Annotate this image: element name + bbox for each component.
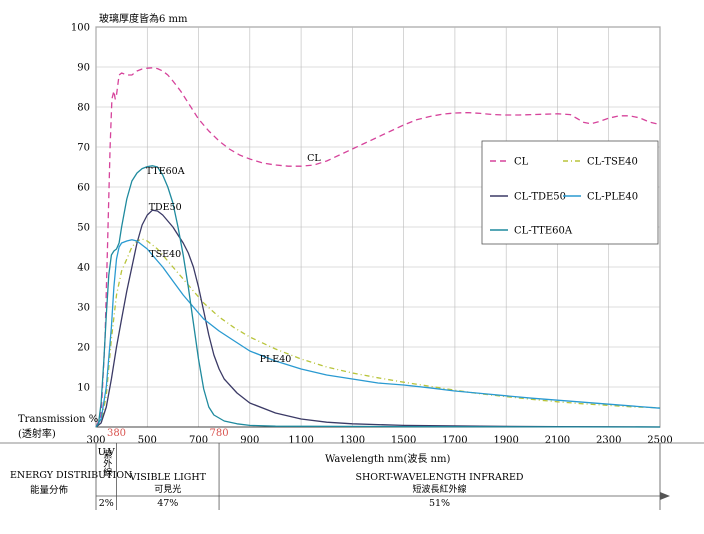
y-tick-label: 30 [77,303,90,314]
series-annotation: CL [307,153,321,164]
y-tick-label: 20 [77,343,90,354]
x-tick-label: 500 [138,435,157,446]
x-tick-label: 1700 [442,435,467,446]
x-tick-label: 1100 [288,435,313,446]
region-name: U.V [98,447,115,458]
series-annotation: PLE40 [260,354,292,365]
legend-label-cl-tte60a: CL-TTE60A [514,226,573,237]
series-line-cl-tte60a [95,165,661,428]
series-labels: CL TTE60A TDE50 TSE40 PLE40 [146,153,322,365]
y-tick-label: 10 [77,383,90,394]
region-percent: 2% [99,498,114,509]
y-tick-label: 80 [77,103,90,114]
x-tick-label: 2100 [545,435,570,446]
legend-label-cl-ple40: CL-PLE40 [587,192,638,203]
y-tick-label: 60 [77,183,90,194]
series-line-cl-ple40 [95,239,661,428]
region-name-cn: 紫外線 [101,449,112,476]
x-axis-label: Wavelength nm(波長 nm) [325,452,450,465]
legend-label-cl-tde50: CL-TDE50 [514,192,566,203]
series-annotation: TDE50 [149,202,182,213]
x-tick-label: 900 [240,435,259,446]
x-tick-label: 1900 [493,435,518,446]
region-name: VISIBLE LIGHT [129,472,207,483]
legend-box [481,140,659,245]
x-tick-label: 1500 [391,435,416,446]
region-percent: 51% [429,498,450,509]
chart-title: 玻璃厚度皆為6 mm [99,12,188,25]
x-tick-label: 1300 [340,435,365,446]
series-annotation: TTE60A [146,166,185,177]
energy-title-cn: 能量分佈 [30,484,69,496]
energy-title: ENERGY DISTRIBUTION [10,470,132,481]
x-tick-label: 300 [86,435,105,446]
y-tick-label: 70 [77,143,90,154]
series-line-cl-tde50 [95,209,661,428]
legend: CL CL-TSE40 CL-TDE50 CL-PLE40 CL-TTE60A [481,140,659,245]
x-tick-label-highlight: 380 [107,428,126,439]
legend-label-cl-tse40: CL-TSE40 [587,157,638,168]
x-tick-label: 700 [189,435,208,446]
axis-ticks: 10 20 30 40 50 60 70 80 90 100 300 500 700 900 1100 130… [71,23,673,447]
y-axis-label: Transmission % [18,414,98,425]
x-tick-label: 2500 [647,435,672,446]
y-tick-label: 100 [71,23,90,34]
series-annotation: TSE40 [149,249,181,260]
y-tick-label: 50 [77,223,90,234]
y-tick-label: 90 [77,63,90,74]
region-percent: 47% [157,498,178,509]
x-tick-label: 2300 [596,435,621,446]
x-tick-label-highlight: 780 [210,428,229,439]
series-line-cl [95,67,661,428]
region-name-cn: 短波長紅外線 [413,483,467,495]
y-tick-label: 40 [77,263,90,274]
region-name-cn: 可見光 [154,483,181,495]
energy-arrow-head [660,492,670,500]
region-name: SHORT-WAVELENGTH INFRARED [356,472,524,483]
y-axis-label-cn: (透射率) [18,427,56,440]
series-curves [95,67,661,428]
legend-label-cl: CL [514,157,529,168]
